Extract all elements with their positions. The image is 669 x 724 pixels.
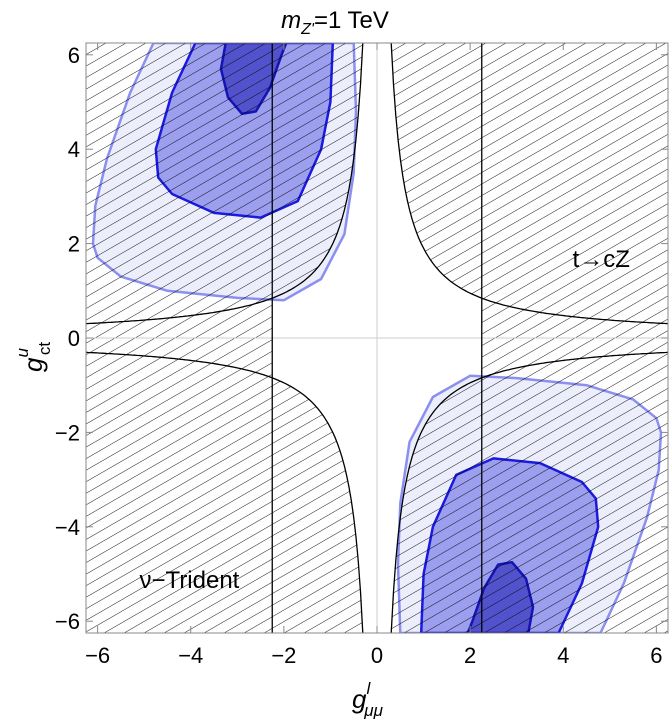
x-tick-label: 0 xyxy=(371,643,383,668)
chart-title: mZ'=1 TeV xyxy=(281,7,389,38)
x-axis-title: gl μμ xyxy=(352,679,384,720)
x-tick-label: −2 xyxy=(271,643,296,668)
tcz-boundary-lower-left xyxy=(86,351,364,633)
annotation-nu-trident: ν−Trident xyxy=(140,567,240,594)
x-tick-label: −6 xyxy=(85,643,110,668)
x-tick-label: −4 xyxy=(178,643,203,668)
tcz-exclusion-upper-left xyxy=(272,43,363,299)
tcz-exclusion-lower-left xyxy=(272,377,363,633)
x-tick-label: 2 xyxy=(464,643,476,668)
x-tick-label: 4 xyxy=(557,643,569,668)
tcz-exclusion-lower-right xyxy=(391,377,482,633)
axis-ticks: −6 −4 −2 0 2 4 6 −6 −4 −2 0 2 4 6 xyxy=(55,43,668,668)
y-tick-label: 6 xyxy=(68,43,80,68)
tcz-exclusion-upper-right xyxy=(391,43,482,299)
y-tick-label: 2 xyxy=(68,232,80,257)
x-tick-label: 6 xyxy=(650,643,662,668)
tcz-boundary-upper-right xyxy=(390,43,668,325)
plot-area xyxy=(86,43,668,633)
y-axis-title: gu ct xyxy=(13,342,54,372)
y-tick-label: 0 xyxy=(68,326,80,351)
y-tick-label: 4 xyxy=(68,137,80,162)
y-tick-label: −6 xyxy=(55,609,80,634)
annotation-t-cz: t→cZ xyxy=(573,246,630,273)
tcz-boundary-lower-right xyxy=(390,351,668,633)
zero-lines xyxy=(86,43,668,633)
exclusion-boundaries xyxy=(86,43,668,633)
tcz-boundary-upper-left xyxy=(86,43,364,325)
y-tick-label: −2 xyxy=(55,420,80,445)
y-tick-label: −4 xyxy=(55,515,80,540)
